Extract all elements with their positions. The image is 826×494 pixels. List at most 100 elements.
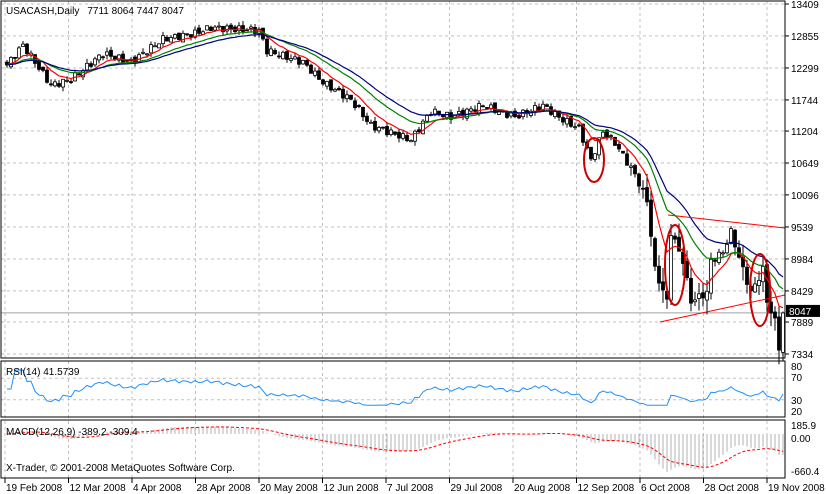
- bear-candle: [305, 59, 309, 66]
- date-tick-label: 19 Nov 2008: [768, 483, 825, 494]
- bull-candle: [389, 129, 393, 135]
- bear-candle: [745, 266, 749, 285]
- bull-candle: [85, 62, 89, 71]
- bear-candle: [449, 112, 453, 120]
- bull-candle: [65, 79, 69, 82]
- bear-candle: [341, 88, 345, 99]
- macd-label: MACD(12,26,9) -389.2 -309.4: [6, 427, 138, 438]
- rsi-level-label: 70: [791, 373, 803, 384]
- bull-candle: [553, 110, 557, 118]
- bear-candle: [701, 292, 705, 299]
- price-tick-label: 8984: [791, 255, 814, 266]
- bear-candle: [633, 165, 637, 175]
- bear-candle: [517, 115, 521, 119]
- bull-candle: [413, 130, 417, 142]
- price-tick-label: 7334: [791, 350, 814, 361]
- bull-candle: [469, 108, 473, 112]
- bull-candle: [61, 78, 65, 88]
- bear-candle: [209, 26, 213, 31]
- bull-candle: [729, 228, 733, 244]
- bull-candle: [93, 58, 97, 66]
- date-tick-label: 19 Feb 2008: [6, 483, 63, 494]
- bear-candle: [653, 238, 657, 267]
- bear-candle: [357, 105, 361, 107]
- macd-tick-label: -660.4: [791, 467, 820, 478]
- macd-tick-label: 185.9: [791, 421, 816, 432]
- bear-candle: [689, 277, 693, 304]
- bear-candle: [661, 281, 665, 291]
- bear-candle: [589, 146, 593, 160]
- bear-candle: [185, 33, 189, 36]
- bull-candle: [17, 47, 21, 59]
- bull-candle: [489, 104, 493, 109]
- bull-candle: [369, 121, 373, 124]
- bear-candle: [649, 199, 653, 237]
- bear-candle: [297, 57, 301, 65]
- bull-candle: [725, 243, 729, 254]
- bear-candle: [481, 105, 485, 108]
- bear-candle: [353, 100, 357, 109]
- date-tick-label: 12 Mar 2008: [70, 483, 127, 494]
- bear-candle: [581, 123, 585, 143]
- bear-candle: [605, 129, 609, 138]
- bull-candle: [213, 26, 217, 31]
- bull-candle: [425, 115, 429, 122]
- bear-candle: [177, 32, 181, 41]
- bear-candle: [713, 259, 717, 262]
- bear-candle: [505, 111, 509, 118]
- bull-candle: [325, 80, 329, 87]
- bull-candle: [193, 29, 197, 38]
- bull-candle: [709, 258, 713, 294]
- bear-candle: [277, 55, 281, 58]
- bull-candle: [609, 135, 613, 137]
- bear-candle: [617, 143, 621, 150]
- macd-panel: [6, 426, 784, 473]
- bull-candle: [173, 34, 177, 39]
- bull-candle: [433, 108, 437, 115]
- bear-candle: [197, 27, 201, 34]
- bear-candle: [385, 126, 389, 136]
- bull-candle: [401, 133, 405, 139]
- bull-candle: [421, 120, 425, 135]
- bull-candle: [169, 37, 173, 43]
- price-tick-label: 10649: [791, 159, 819, 170]
- date-tick-label: 29 Jul 2008: [451, 483, 503, 494]
- price-tick-label: 7889: [791, 318, 814, 329]
- bull-candle: [97, 54, 101, 61]
- bull-candle: [21, 43, 25, 47]
- bear-candle: [537, 106, 541, 111]
- bear-candle: [309, 64, 313, 74]
- support-trendline: [659, 294, 786, 323]
- bear-candle: [317, 70, 321, 80]
- bull-candle: [781, 312, 785, 353]
- bear-candle: [733, 229, 737, 248]
- bull-candle: [497, 110, 501, 115]
- bear-candle: [101, 56, 105, 59]
- price-tick-label: 11204: [791, 127, 819, 138]
- copyright-text: X-Trader, © 2001-2008 MetaQuotes Softwar…: [6, 463, 235, 474]
- bull-candle: [345, 94, 349, 100]
- bear-candle: [109, 49, 113, 57]
- bull-candle: [509, 112, 513, 117]
- bear-candle: [321, 79, 325, 85]
- date-tick-label: 20 May 2008: [260, 483, 318, 494]
- bear-candle: [437, 110, 441, 115]
- bull-candle: [669, 235, 673, 301]
- date-tick-label: 28 Apr 2008: [197, 483, 251, 494]
- bear-candle: [49, 83, 53, 86]
- bull-candle: [565, 118, 569, 125]
- bull-candle: [249, 26, 253, 29]
- bull-candle: [225, 25, 229, 32]
- resistance-trendline: [667, 214, 786, 229]
- bull-candle: [181, 32, 185, 43]
- bear-candle: [657, 265, 661, 284]
- bear-candle: [329, 79, 333, 91]
- grid: [1, 1, 785, 478]
- moving-averages: [6, 28, 784, 309]
- macd-panel-frame: [0, 419, 786, 479]
- bear-candle: [417, 129, 421, 133]
- bull-candle: [269, 48, 273, 56]
- bear-candle: [473, 109, 477, 112]
